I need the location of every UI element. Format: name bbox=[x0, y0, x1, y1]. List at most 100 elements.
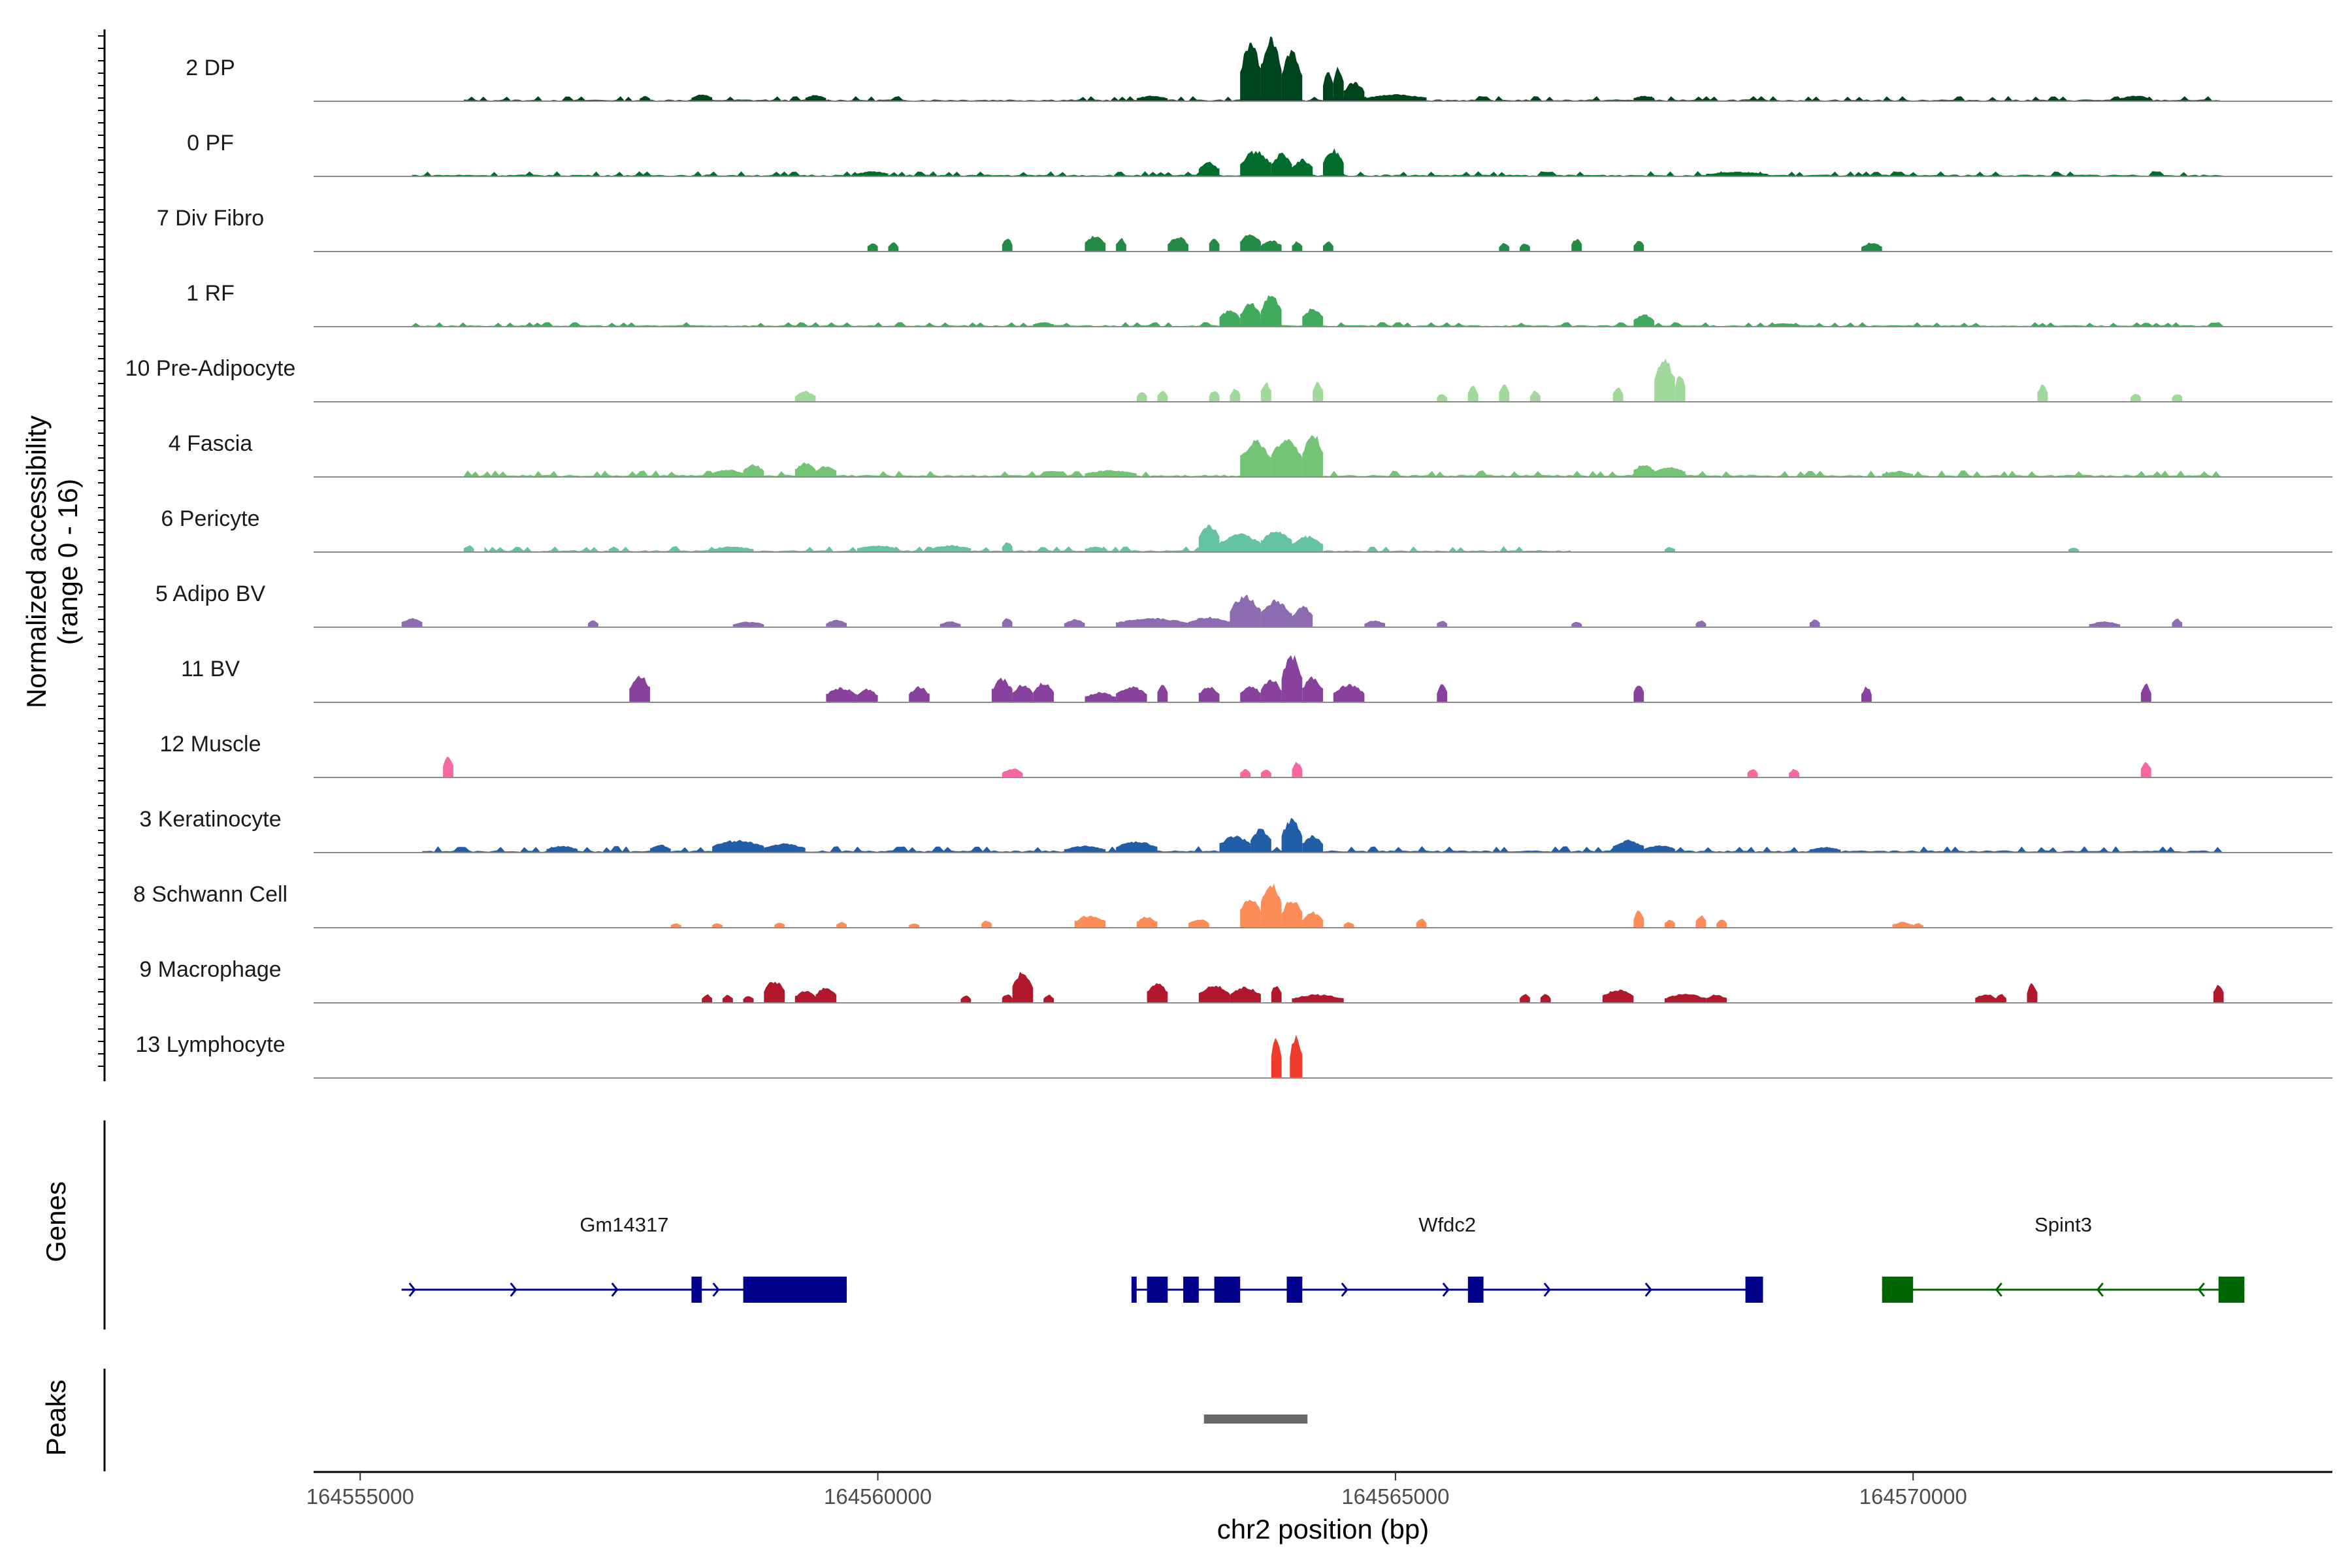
coverage-peak bbox=[909, 686, 930, 702]
track-label: 0 PF bbox=[187, 131, 234, 155]
coverage-peak bbox=[815, 466, 837, 477]
coverage-peak bbox=[608, 547, 619, 552]
coverage-peak bbox=[1664, 919, 1675, 928]
track-6-pericyte: 6 Pericyte bbox=[161, 506, 2332, 553]
gene-exon bbox=[1882, 1277, 1914, 1303]
coverage-peak bbox=[1157, 391, 1168, 402]
coverage-peak bbox=[1333, 683, 1365, 702]
coverage-peak bbox=[1343, 82, 1365, 101]
track-13-lymphocyte: 13 Lymphocyte bbox=[135, 1032, 2332, 1079]
x-tick-label: 164555000 bbox=[306, 1484, 414, 1509]
gene-exon bbox=[1214, 1277, 1241, 1303]
coverage-peak bbox=[1706, 171, 1769, 176]
track-label: 6 Pericyte bbox=[161, 506, 259, 531]
coverage-peak bbox=[670, 923, 681, 928]
coverage-peak bbox=[1292, 994, 1344, 1003]
coverage-peak bbox=[1002, 994, 1013, 1003]
coverage-peak bbox=[1540, 994, 1551, 1003]
track-4-fascia: 4 Fascia bbox=[169, 431, 2332, 478]
coverage-peak bbox=[1260, 679, 1282, 702]
coverage-peak bbox=[1219, 533, 1261, 552]
track-label: 4 Fascia bbox=[169, 431, 253, 456]
coverage-peak bbox=[1416, 918, 1427, 928]
coverage-peak bbox=[1499, 242, 1510, 252]
coverage-peak bbox=[1892, 922, 1914, 928]
track-label: 7 Div Fibro bbox=[157, 206, 264, 231]
coverage-peak bbox=[794, 462, 816, 477]
coverage-peak bbox=[1520, 994, 1530, 1003]
gene-wfdc2: Wfdc2 bbox=[1131, 1213, 1763, 1303]
coverage-peak bbox=[691, 94, 713, 101]
strand-arrow bbox=[712, 1282, 720, 1297]
coverage-peak bbox=[1230, 986, 1261, 1003]
coverage-peak bbox=[1654, 358, 1675, 402]
coverage-peak bbox=[1085, 235, 1106, 252]
strand-arrow bbox=[1543, 1282, 1551, 1297]
coverage-peak bbox=[764, 843, 806, 853]
strand-arrow bbox=[1442, 1282, 1450, 1297]
coverage-peak bbox=[1302, 835, 1323, 853]
strand-arrow bbox=[1341, 1282, 1348, 1297]
gene-exon bbox=[691, 1277, 702, 1303]
coverage-peak bbox=[1033, 682, 1054, 702]
coverage-peak bbox=[702, 994, 713, 1003]
coverage-peak bbox=[1571, 621, 1582, 627]
coverage-peak bbox=[1219, 836, 1251, 853]
track-12-muscle: 12 Muscle bbox=[160, 732, 2332, 778]
coverage-peak bbox=[1033, 322, 1054, 327]
coverage-peak bbox=[1323, 72, 1333, 101]
peaks-panel-label: Peaks bbox=[41, 1380, 71, 1456]
coverage-peak bbox=[1116, 686, 1147, 702]
coverage-peak bbox=[794, 391, 816, 402]
track-label: 11 BV bbox=[181, 657, 240, 681]
coverage-peak bbox=[1260, 883, 1282, 928]
coverage-peak bbox=[2131, 393, 2141, 402]
coverage-peak bbox=[1437, 621, 1448, 627]
coverage-peak bbox=[1674, 376, 1686, 402]
coverage-peak bbox=[1012, 684, 1034, 702]
coverage-peak bbox=[826, 619, 847, 627]
coverage-peak bbox=[2089, 621, 2121, 627]
coverage-peak bbox=[1695, 915, 1707, 928]
coverage-peak bbox=[1147, 983, 1168, 1003]
coverage-peak bbox=[1809, 619, 1820, 627]
track-5-adipo-bv: 5 Adipo BV bbox=[155, 581, 2332, 628]
coverage-peak bbox=[1364, 94, 1427, 101]
coverage-peak bbox=[1260, 770, 1271, 777]
coverage-peak bbox=[1260, 36, 1282, 101]
coverage-peak bbox=[888, 242, 899, 252]
track-11-bv: 11 BV bbox=[181, 655, 2332, 703]
coverage-peak bbox=[712, 546, 754, 552]
coverage-peak bbox=[939, 621, 961, 627]
strand-arrow bbox=[611, 1282, 619, 1297]
coverage-peak bbox=[743, 996, 754, 1003]
coverage-peak bbox=[1002, 238, 1013, 252]
coverage-peak bbox=[1085, 470, 1137, 477]
gene-label: Wfdc2 bbox=[1418, 1213, 1476, 1236]
coverage-background bbox=[463, 470, 2224, 477]
coverage-peak bbox=[1271, 152, 1292, 176]
genes-panel-label: Genes bbox=[41, 1181, 71, 1262]
coverage-peak bbox=[1188, 919, 1209, 928]
coverage-peak bbox=[1002, 768, 1023, 777]
track-label: 8 Schwann Cell bbox=[133, 882, 287, 907]
gene-spint3: Spint3 bbox=[1882, 1213, 2245, 1303]
coverage-peak bbox=[960, 995, 972, 1003]
gene-exon bbox=[1467, 1277, 1484, 1303]
coverage-peak bbox=[1292, 535, 1323, 552]
coverage-peak bbox=[1043, 994, 1054, 1003]
coverage-background bbox=[412, 171, 2224, 176]
coverage-peak bbox=[1571, 238, 1582, 252]
track-7-div-fibro: 7 Div Fibro bbox=[157, 206, 2332, 252]
coverage-peak bbox=[1882, 471, 1914, 477]
coverage-peak bbox=[1260, 240, 1282, 252]
coverage-tracks: 2 DP 0 PF 7 Div Fibro 1 RF 10 Pre-Adipocyte 4… bbox=[98, 29, 2332, 1081]
gene-exon bbox=[2218, 1277, 2245, 1303]
coverage-peak bbox=[1706, 994, 1727, 1003]
track-label: 13 Lymphocyte bbox=[135, 1032, 285, 1057]
coverage-peak bbox=[1064, 845, 1106, 853]
coverage-peak bbox=[1499, 384, 1510, 402]
x-axis-title: chr2 position (bp) bbox=[1217, 1514, 1429, 1544]
coverage-peak bbox=[2140, 762, 2151, 777]
